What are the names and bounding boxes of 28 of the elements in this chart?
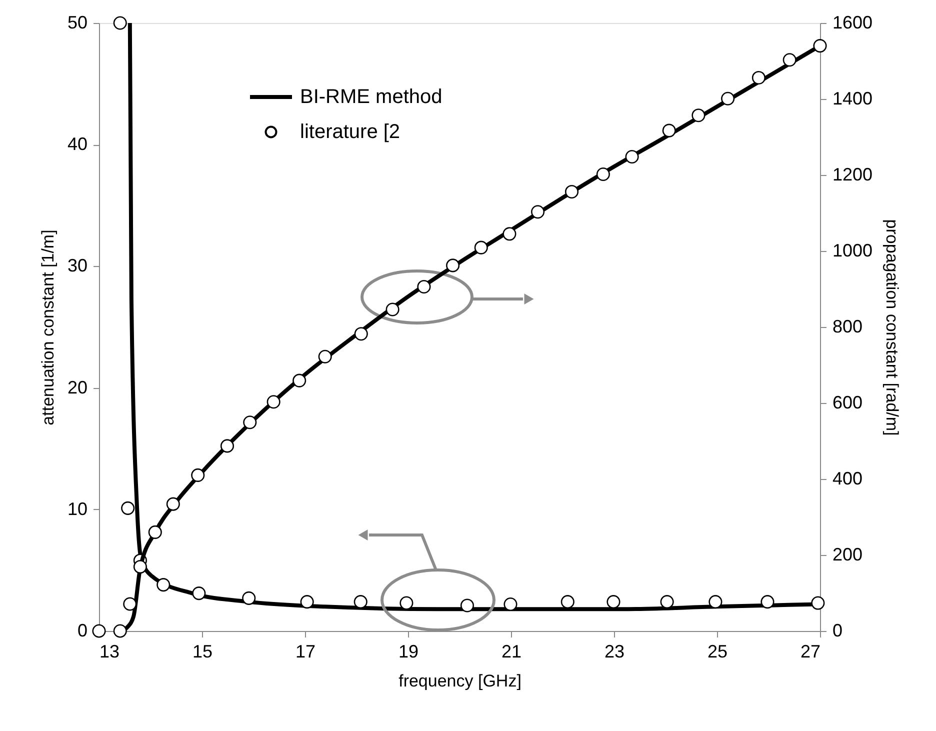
y2-tick-label: 1200: [832, 164, 873, 184]
y-tick-label: 20: [67, 377, 88, 398]
y-tick-label: 40: [67, 134, 88, 154]
x-tick-label: 13: [100, 642, 120, 662]
x-tick-label: 19: [398, 642, 419, 662]
y-axis-title: attenuation constant [1/m]: [38, 230, 58, 426]
y-tick-label: 30: [67, 256, 88, 276]
y-tick-label: 10: [67, 498, 88, 519]
y2-tick-label: 1000: [832, 240, 873, 260]
x-tick-label: 21: [501, 642, 522, 662]
y2-tick-label: 1600: [832, 12, 873, 32]
y2-tick-label: 0: [832, 620, 843, 640]
x-tick-label: 25: [707, 642, 728, 662]
y-tick-label: 50: [67, 12, 88, 32]
legend-label: BI-RME method: [300, 86, 442, 108]
y2-tick-label: 1400: [832, 88, 873, 108]
y2-tick-label: 200: [832, 544, 863, 564]
x-axis-title: frequency [GHz]: [398, 672, 522, 690]
y2-tick-label: 600: [832, 392, 863, 412]
x-tick-label: 15: [192, 642, 213, 662]
y2-axis-title: propagation constant [rad/m]: [882, 219, 902, 436]
y-tick-label: 0: [77, 620, 88, 640]
legend-label: literature [2: [300, 121, 400, 143]
x-tick-label: 23: [604, 642, 625, 662]
x-tick-label: 17: [295, 642, 316, 662]
y2-tick-label: 400: [832, 468, 863, 488]
x-tick-label: 27: [800, 642, 820, 662]
y2-tick-label: 800: [832, 316, 863, 336]
